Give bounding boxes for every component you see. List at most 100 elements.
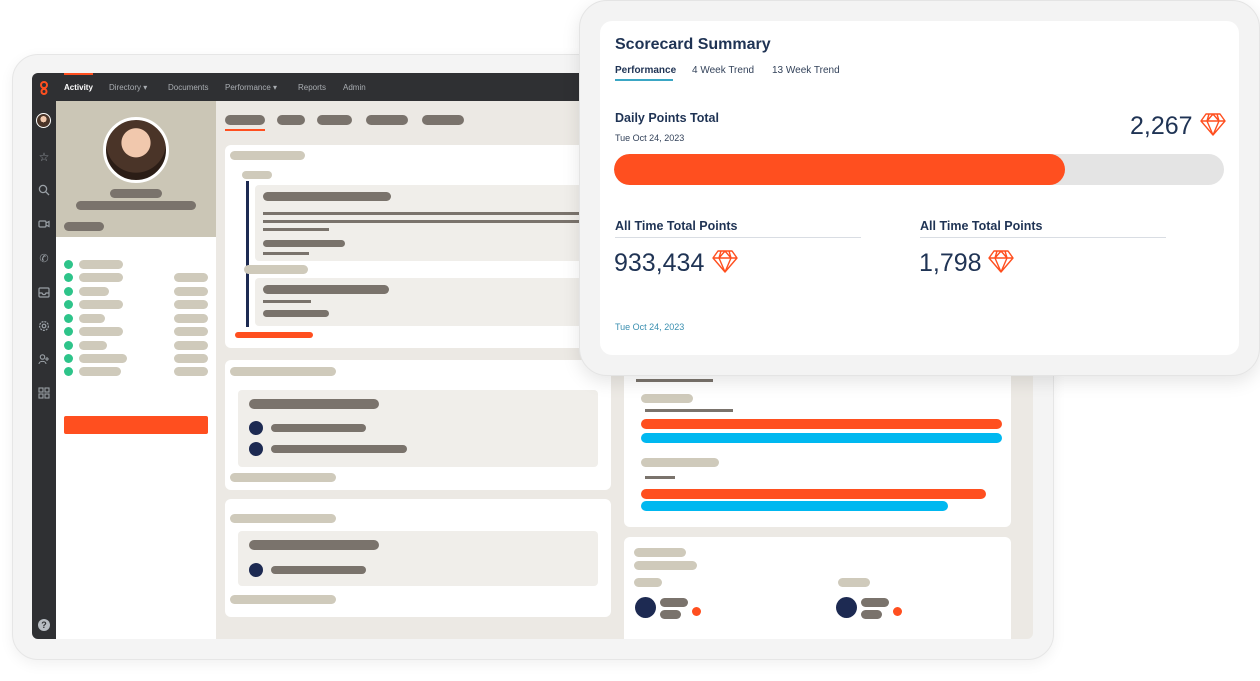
list-item-value	[174, 273, 208, 282]
list-item-value	[174, 300, 208, 309]
message-line	[263, 220, 611, 223]
tab-13-week-trend[interactable]: 13 Week Trend	[772, 65, 840, 76]
settings-icon[interactable]	[38, 320, 50, 332]
metric-line	[636, 379, 713, 382]
user-avatar	[249, 421, 263, 435]
list-item	[79, 354, 127, 363]
message-title-placeholder	[263, 285, 389, 294]
message-meta-placeholder	[263, 310, 329, 317]
team-member-status	[893, 607, 902, 616]
feed-tab[interactable]	[317, 115, 352, 125]
list-item-value	[174, 327, 208, 336]
card-heading-placeholder	[230, 367, 336, 376]
metric-bar-primary	[641, 419, 1002, 429]
list-item-value	[174, 287, 208, 296]
avatar-icon[interactable]	[36, 113, 51, 128]
nav-performance[interactable]: Performance ▾	[225, 83, 278, 92]
scorecard-card	[600, 21, 1239, 355]
people-icon[interactable]	[38, 353, 50, 365]
profile-tag-placeholder	[64, 222, 104, 231]
list-item-value	[174, 354, 208, 363]
scorecard-footer-date: Tue Oct 24, 2023	[615, 322, 685, 332]
status-dot	[64, 273, 73, 282]
feed-tab[interactable]	[225, 115, 265, 125]
metric-label-placeholder	[641, 394, 693, 403]
nav-directory[interactable]: Directory ▾	[109, 83, 148, 92]
primary-action-button[interactable]	[64, 416, 208, 434]
tab-4-week-trend[interactable]: 4 Week Trend	[692, 65, 755, 76]
list-item	[79, 260, 123, 269]
help-icon[interactable]: ?	[38, 619, 50, 631]
inbox-icon[interactable]	[38, 287, 50, 298]
team-member-status	[692, 607, 701, 616]
feed-card	[225, 360, 611, 490]
feed-card	[225, 499, 611, 617]
status-dot	[64, 341, 73, 350]
list-item-value	[174, 341, 208, 350]
all-time-points-label-secondary: All Time Total Points	[920, 219, 1043, 233]
diamond-icon	[1200, 113, 1226, 136]
team-member-role	[861, 610, 882, 619]
status-dot	[64, 287, 73, 296]
daily-points-value: 2,267	[1130, 112, 1193, 140]
profile-name-placeholder	[110, 189, 162, 198]
nav-documents[interactable]: Documents	[168, 83, 209, 92]
apps-icon[interactable]	[38, 387, 50, 399]
icon-rail: ☆ ✆ ?	[32, 73, 56, 639]
nav-activity[interactable]: Activity	[64, 73, 93, 101]
card-body-title-placeholder	[249, 399, 379, 409]
user-name-placeholder	[271, 566, 366, 574]
feed-card	[225, 145, 611, 348]
video-icon[interactable]	[38, 219, 50, 229]
metric-bar-secondary	[641, 433, 1002, 443]
all-time-points-value-secondary: 1,798	[919, 249, 982, 277]
metric-label-placeholder	[641, 458, 719, 467]
card-body	[238, 531, 598, 586]
daily-points-progress	[614, 154, 1224, 185]
metric-bar-secondary	[641, 501, 948, 511]
daily-points-progress-fill	[614, 154, 1066, 185]
divider	[920, 237, 1166, 238]
card-footer-placeholder	[230, 473, 336, 482]
team-card	[624, 537, 1011, 639]
status-dot	[64, 354, 73, 363]
feed-tab[interactable]	[422, 115, 464, 125]
reply-link-placeholder[interactable]	[235, 332, 313, 338]
team-subheading-placeholder	[634, 561, 697, 570]
team-member-avatar	[836, 597, 857, 618]
phone-icon[interactable]: ✆	[39, 253, 49, 265]
nav-admin[interactable]: Admin	[343, 83, 366, 92]
feed-tab[interactable]	[366, 115, 408, 125]
card-footer-placeholder	[230, 595, 336, 604]
user-name-placeholder	[271, 445, 407, 453]
metrics-card	[624, 363, 1011, 527]
nav-reports[interactable]: Reports	[298, 83, 327, 92]
card-heading-placeholder	[230, 514, 336, 523]
status-dot	[64, 327, 73, 336]
metric-line	[645, 409, 733, 412]
team-member-name	[861, 598, 889, 607]
app-logo-icon	[40, 81, 48, 95]
user-name-placeholder	[271, 424, 366, 432]
daily-points-label: Daily Points Total	[615, 111, 719, 125]
team-member-name	[660, 598, 688, 607]
message-line	[263, 228, 329, 231]
daily-points-date: Tue Oct 24, 2023	[615, 133, 685, 143]
list-item	[79, 273, 123, 282]
star-icon[interactable]: ☆	[38, 150, 50, 164]
search-icon[interactable]	[38, 184, 50, 196]
feed-tab[interactable]	[277, 115, 305, 125]
team-member-role	[660, 610, 681, 619]
profile-avatar	[103, 117, 169, 183]
thread-message	[255, 185, 611, 261]
active-tab-indicator	[615, 79, 673, 81]
message-line	[263, 212, 611, 215]
user-avatar	[249, 563, 263, 577]
all-time-points-value: 933,434	[614, 249, 705, 277]
list-item	[79, 341, 107, 350]
list-item	[79, 300, 123, 309]
tab-performance[interactable]: Performance	[615, 65, 677, 76]
profile-title-placeholder	[76, 201, 196, 210]
metric-bar-primary	[641, 489, 986, 499]
card-heading-placeholder	[230, 151, 305, 160]
